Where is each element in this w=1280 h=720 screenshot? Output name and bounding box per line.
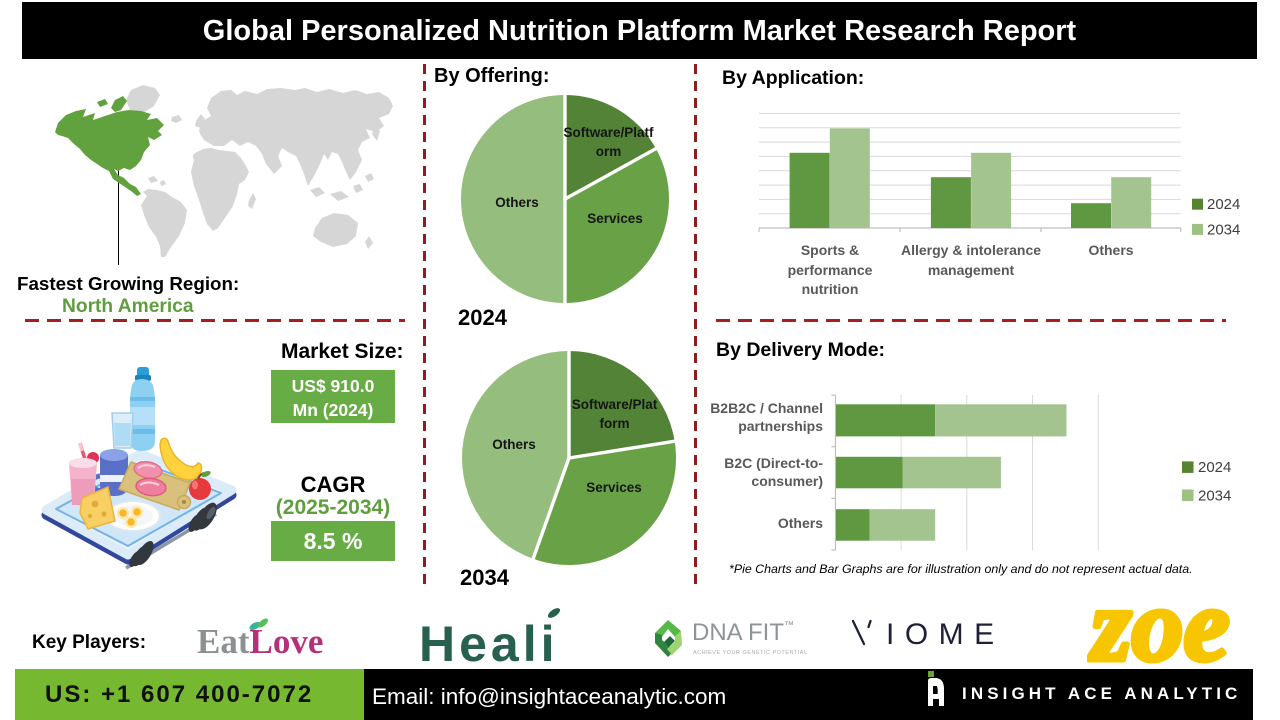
svg-text:2034: 2034 <box>1207 221 1240 238</box>
svg-text:IOME: IOME <box>886 618 1003 648</box>
svg-text:2024: 2024 <box>1207 196 1240 213</box>
svg-text:2034: 2034 <box>1198 488 1231 505</box>
svg-text:zoe: zoe <box>1088 594 1230 672</box>
svg-text:2024: 2024 <box>1198 459 1231 476</box>
